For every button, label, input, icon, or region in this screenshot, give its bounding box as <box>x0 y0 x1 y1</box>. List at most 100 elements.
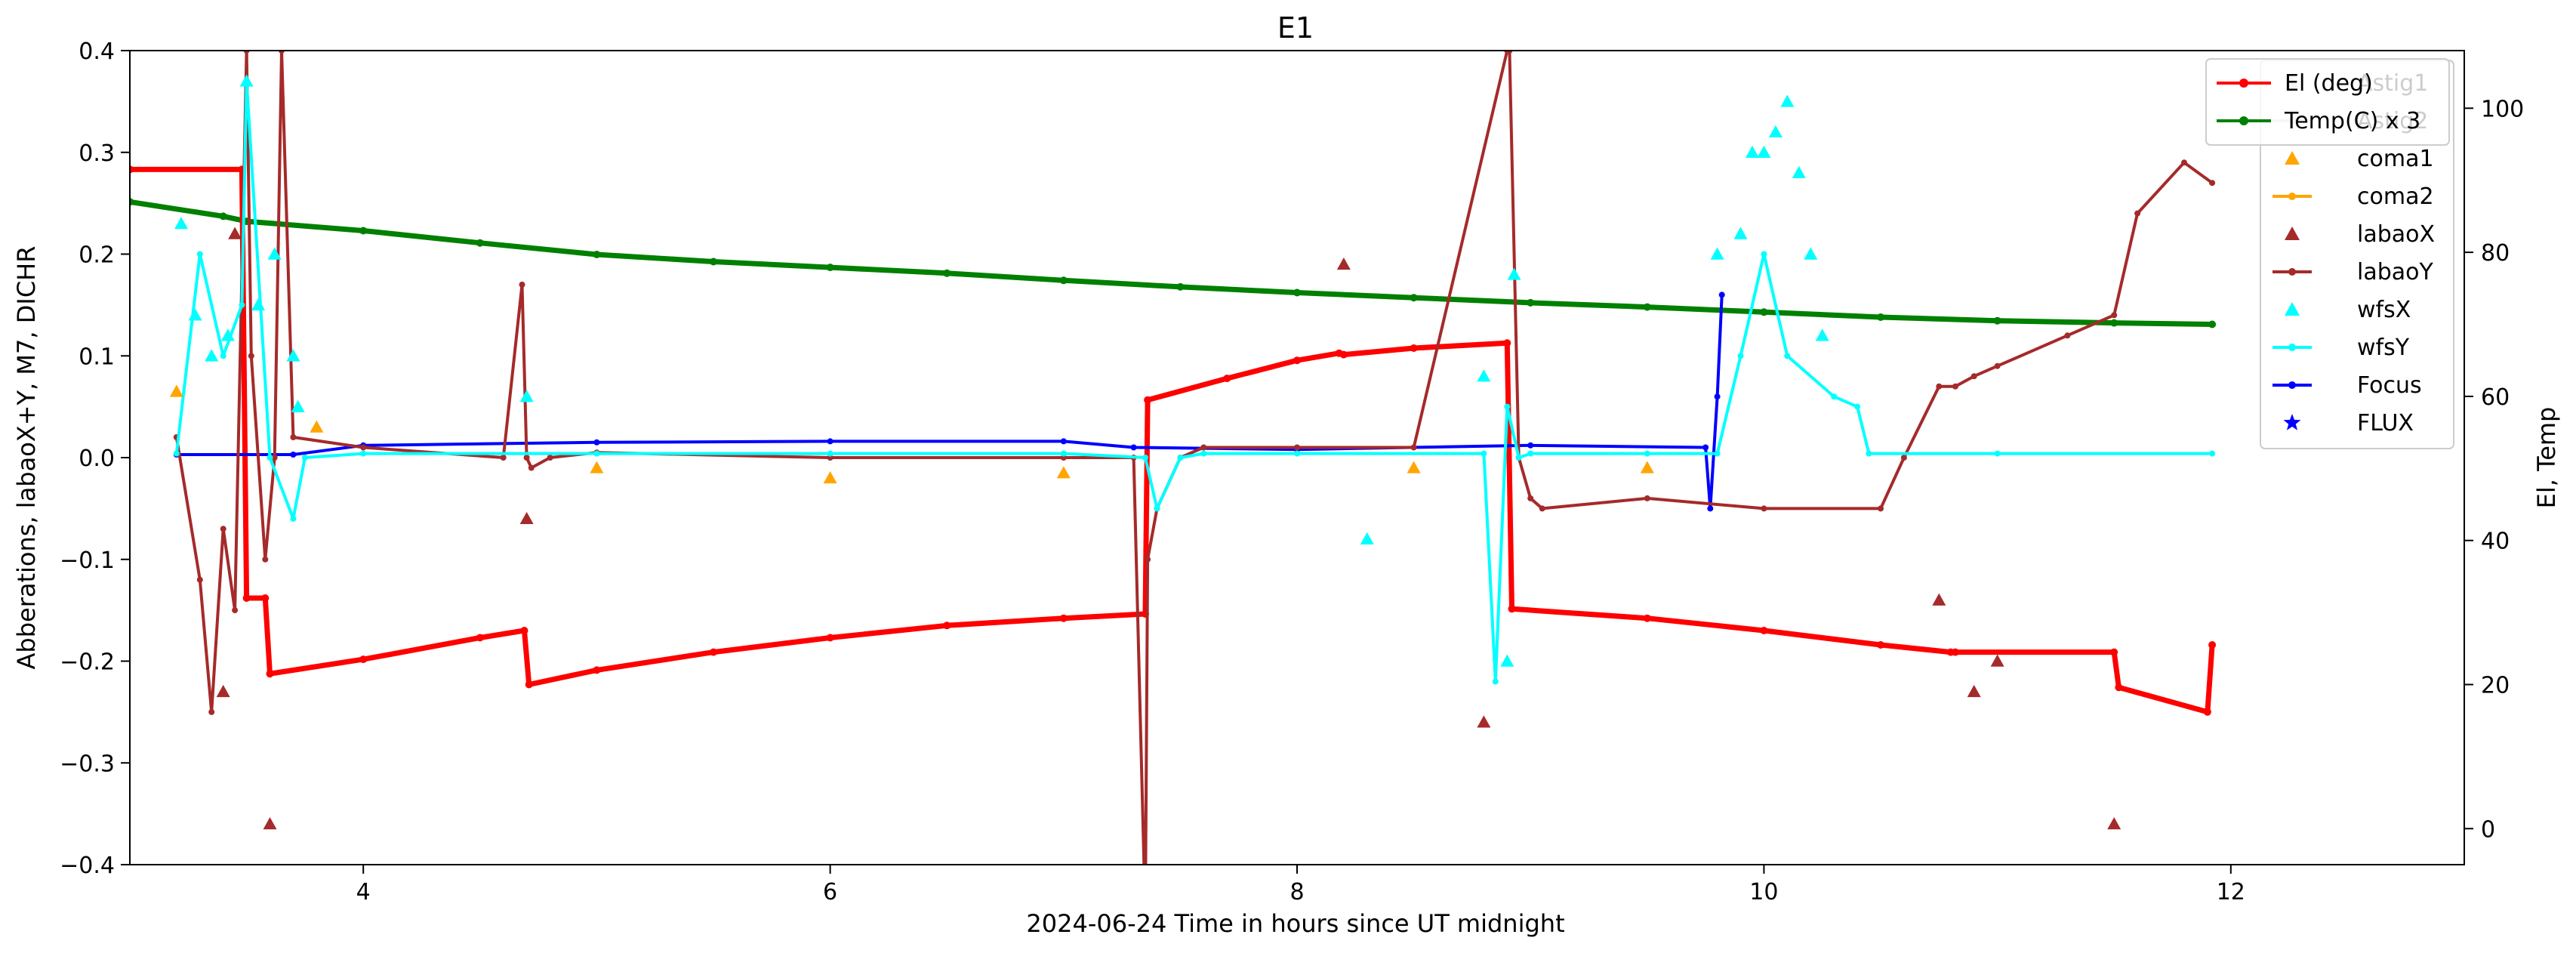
labaoy-point <box>1971 373 1977 380</box>
x-tick-label: 4 <box>356 879 371 905</box>
coma1-point <box>1056 466 1071 479</box>
y-axis: −0.4 −0.3 −0.2 −0.1 0.0 0.1 0.2 0.3 0.4 <box>60 39 130 879</box>
labaoy-point <box>1527 495 1534 501</box>
legend2-label-temp-c-x-3: Temp(C) x 3 <box>2284 108 2420 134</box>
labaoy-point <box>547 455 553 461</box>
el-deg-point <box>2110 648 2118 656</box>
wfsx-point <box>1360 532 1374 544</box>
el-deg-point <box>1877 641 1884 649</box>
x-tick-label: 12 <box>2217 879 2245 905</box>
wfsy-point <box>220 353 226 359</box>
labaoy-point <box>2134 210 2141 217</box>
el-deg-point <box>1144 396 1152 404</box>
wfsy-point <box>1714 450 1721 457</box>
el-deg-point <box>1643 614 1651 622</box>
wfsy-point <box>1060 450 1067 457</box>
focus-point <box>1527 442 1534 449</box>
wfsy-point <box>1866 450 1872 457</box>
legend-dot-focus <box>2288 381 2296 389</box>
wfsy-point <box>1492 678 1499 685</box>
y2-axis: 0 20 40 60 80 100 <box>2464 96 2524 843</box>
el-deg-point <box>1760 627 1768 634</box>
el-deg-point <box>826 634 834 642</box>
temp-c-x-3-point <box>710 258 717 266</box>
el-deg-point <box>266 670 274 678</box>
labaoy-point <box>1878 505 1884 512</box>
temp-c-x-3-point <box>359 227 368 235</box>
labaoy-point <box>290 434 297 440</box>
legend2-dot-temp-c-x-3 <box>2239 116 2248 125</box>
el-deg-point <box>1503 339 1511 347</box>
focus-point <box>1718 291 1725 298</box>
y-tick-label: −0.3 <box>60 751 115 777</box>
wfsy-point <box>1527 450 1534 457</box>
el-deg-point <box>1508 605 1516 613</box>
labaox-point <box>1932 593 1946 606</box>
temp-c-x-3-point <box>1059 276 1068 285</box>
legend-secondary-box <box>2205 58 2450 146</box>
wfsy-point <box>1831 393 1838 400</box>
wfsy-point <box>1504 403 1511 410</box>
labaoy-point <box>360 444 367 451</box>
legend2-label-el-deg: El (deg) <box>2285 70 2373 97</box>
x-tick-label: 6 <box>823 879 837 905</box>
wfsx-point <box>1500 654 1514 667</box>
el-deg-point <box>710 648 717 656</box>
el-deg-point <box>1339 350 1348 359</box>
temp-c-x-3-point <box>826 264 834 272</box>
wfsy-point <box>196 251 203 258</box>
y-tick-label: −0.2 <box>60 649 115 676</box>
focus-point <box>1060 438 1067 445</box>
wfsy-point <box>2209 450 2216 457</box>
x-tick-label: 10 <box>1749 879 1778 905</box>
wfsx-point <box>1507 267 1521 280</box>
labaoy-point <box>528 464 535 471</box>
legend-primary: Astig1Astig2coma1coma2labaoXlabaoYwfsXwf… <box>2260 60 2454 449</box>
el-deg-point <box>1223 375 1231 383</box>
wfsy-point <box>1644 450 1650 457</box>
labaoy-point <box>248 353 254 359</box>
labaox-point <box>263 817 277 830</box>
labaoy-point <box>1936 383 1943 390</box>
y2-tick-label: 80 <box>2481 240 2510 267</box>
temp-c-x-3-point <box>2208 320 2217 328</box>
coma1-series <box>169 384 1654 484</box>
temp-c-x-3-point <box>1527 298 1535 307</box>
labaoy-point <box>2064 332 2071 339</box>
el-deg-point <box>520 627 528 634</box>
y-tick-label: 0.3 <box>79 140 115 167</box>
wfsy-point <box>239 301 245 308</box>
wfsx-point <box>1757 145 1771 158</box>
temp-c-x-3-point <box>1760 308 1768 316</box>
wfsx-point <box>1815 328 1829 341</box>
legend-label-coma1: coma1 <box>2357 146 2434 172</box>
wfsy-point <box>1761 251 1767 258</box>
x-tick-label: 8 <box>1290 879 1304 905</box>
labaoy-point <box>232 607 239 614</box>
wfsx-point <box>1733 227 1748 239</box>
wfsx-series <box>174 74 1829 667</box>
legend-secondary: El (deg) Temp(C) x 3 <box>2205 58 2450 146</box>
el-deg-point <box>525 680 533 689</box>
labaoy-point <box>519 281 525 288</box>
labaox-point <box>1477 715 1491 728</box>
wfsy-point <box>267 455 273 461</box>
wfsx-point <box>1804 247 1818 260</box>
y2-axis-label: El, Temp <box>2532 407 2561 509</box>
labaoy-point <box>208 708 215 715</box>
coma1-point <box>823 470 837 484</box>
legend-dot-wfsy <box>2288 344 2296 351</box>
wfsy-point <box>1200 450 1207 457</box>
x-axis-label: 2024-06-24 Time in hours since UT midnig… <box>1026 909 1564 938</box>
legend2-dot-el-deg <box>2239 79 2248 88</box>
legend-dot-labaoy <box>2288 268 2296 276</box>
y2-tick-label: 100 <box>2481 96 2524 122</box>
legend-marker-labaox <box>2285 227 2300 240</box>
el-deg-line <box>130 166 2215 715</box>
labaoy-point <box>1200 444 1207 451</box>
labaox-point <box>1336 257 1351 270</box>
wfsy-point <box>1142 455 1148 461</box>
wfsy-point <box>1515 455 1522 461</box>
labaoy-point <box>196 576 203 583</box>
el-deg-point <box>476 634 484 642</box>
